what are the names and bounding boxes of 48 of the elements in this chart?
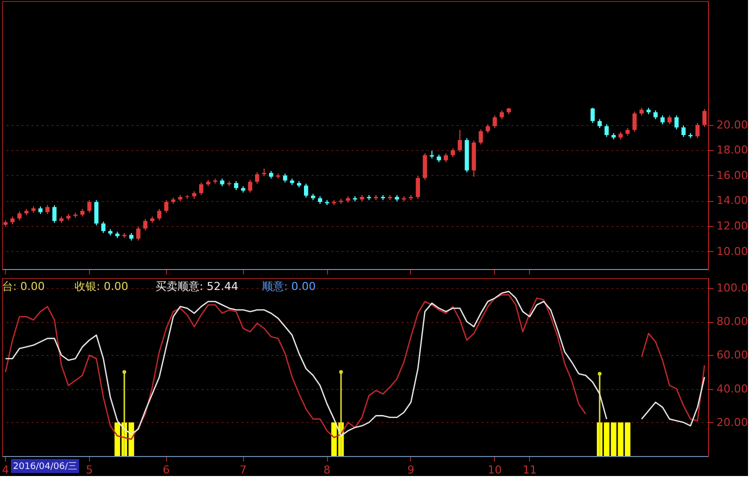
candlestick <box>492 114 497 129</box>
x-tick-label: 10 <box>488 464 502 476</box>
y-tick-label: 40.00 <box>716 382 748 396</box>
annotation: 台: 0.00 <box>2 280 45 293</box>
candlestick <box>702 108 707 128</box>
candlestick <box>695 122 700 139</box>
y-tick-label: 20.00 <box>716 416 748 429</box>
candlestick <box>87 200 92 214</box>
candlestick <box>164 200 168 214</box>
x-tick-label: 8 <box>324 464 331 476</box>
y-tick-label: 100.0 <box>716 282 748 295</box>
candlestick <box>248 179 252 194</box>
y-tick-label: 60.00 <box>716 348 748 362</box>
x-tick-label: 9 <box>407 464 414 476</box>
x-tick-label: 11 <box>522 464 537 476</box>
candlestick <box>422 152 427 180</box>
candlestick <box>157 208 162 221</box>
y-tick-label: 10.00 <box>716 244 748 258</box>
candlestick <box>52 204 57 224</box>
y-tick-label: 16.00 <box>716 168 748 182</box>
annotation: 顺意: 0.00 <box>262 280 316 293</box>
y-tick-label: 12.00 <box>716 220 748 233</box>
candlestick <box>604 124 609 138</box>
y-tick-label: 14.00 <box>716 194 748 208</box>
annotation: 买卖顺意: 52.44 <box>156 280 238 293</box>
x-tick-label: 7 <box>240 464 247 476</box>
candlestick <box>416 176 420 200</box>
x-tick-label: 4 <box>2 464 9 476</box>
annotation: 收银: 0.00 <box>74 280 128 293</box>
y-tick-label: 20.00 <box>716 118 748 132</box>
y-tick-label: 80.00 <box>716 315 748 328</box>
x-tick-label: 6 <box>162 464 170 476</box>
candlestick <box>674 114 679 130</box>
candlestick <box>255 172 260 184</box>
candlestick <box>304 183 308 198</box>
candlestick <box>199 182 204 196</box>
x-tick-label: 5 <box>86 464 93 476</box>
candlestick <box>94 200 98 226</box>
candlestick <box>136 226 140 242</box>
candlestick <box>681 125 686 138</box>
candlestick <box>478 128 483 145</box>
candlestick <box>632 111 637 132</box>
y-tick-label: 18.00 <box>716 144 748 157</box>
candlestick <box>458 129 462 153</box>
candlestick <box>101 221 106 234</box>
text: 2016/04/06/三 <box>13 462 77 472</box>
candlestick <box>590 107 595 124</box>
candlestick <box>143 218 148 231</box>
